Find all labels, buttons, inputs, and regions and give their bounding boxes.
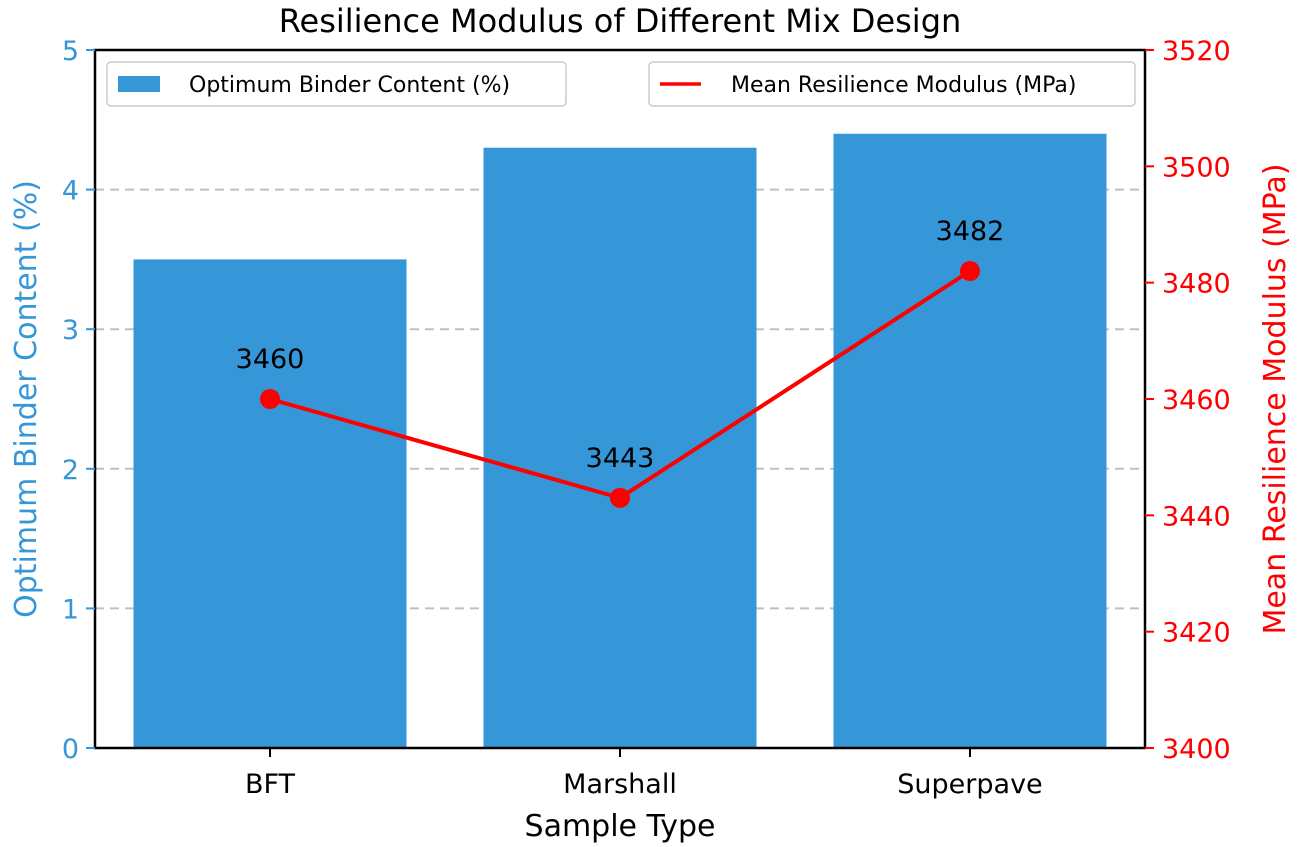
right-y-axis-label: Mean Resilience Modulus (MPa)	[1258, 163, 1293, 634]
bar-series	[133, 133, 1107, 749]
data-label: 3443	[586, 443, 655, 474]
bar-bft	[133, 259, 407, 748]
legend-box	[106, 61, 567, 107]
right-tick-label: 3420	[1162, 618, 1231, 649]
data-label: 3482	[936, 216, 1005, 247]
right-tick-label: 3520	[1162, 36, 1231, 67]
x-axis-label: Sample Type	[525, 809, 716, 844]
legend-bar-entry: Optimum Binder Content (%)	[106, 61, 567, 107]
left-tick-label: 1	[62, 594, 79, 625]
left-tick-label: 0	[62, 734, 79, 765]
right-tick-label: 3480	[1162, 269, 1231, 300]
x-tick-label: Superpave	[897, 769, 1042, 800]
x-tick-label: Marshall	[563, 769, 677, 800]
left-tick-label: 4	[62, 176, 79, 207]
left-tick-label: 2	[62, 455, 79, 486]
legend-box	[648, 61, 1136, 107]
line-series	[260, 261, 980, 508]
chart-title: Resilience Modulus of Different Mix Desi…	[279, 2, 962, 40]
left-tick-label: 3	[62, 315, 79, 346]
left-y-axis-label: Optimum Binder Content (%)	[9, 180, 44, 618]
left-tick-label: 5	[62, 36, 79, 67]
bar-marshall	[483, 147, 757, 749]
x-axis: BFT Marshall Superpave	[245, 748, 1043, 800]
legend-line-label: Mean Resilience Modulus (MPa)	[731, 73, 1076, 98]
legend-bar-swatch-icon	[118, 76, 160, 92]
legend-line-entry: Mean Resilience Modulus (MPa)	[648, 61, 1136, 107]
left-y-axis: 0 1 2 3 4 5	[62, 36, 95, 765]
bar-superpave	[833, 133, 1107, 748]
x-tick-label: BFT	[245, 769, 296, 800]
point-marker-icon	[960, 261, 980, 282]
legend-bar-label: Optimum Binder Content (%)	[189, 73, 510, 98]
right-tick-label: 3440	[1162, 501, 1231, 532]
right-tick-label: 3500	[1162, 152, 1231, 183]
right-tick-label: 3460	[1162, 385, 1231, 416]
right-y-axis: 3400 3420 3440 3460 3480 3500 3520	[1145, 36, 1231, 765]
data-labels: 3460 3443 3482	[236, 216, 1005, 474]
point-marker-icon	[610, 487, 630, 508]
point-marker-icon	[260, 389, 280, 409]
right-tick-label: 3400	[1162, 734, 1231, 765]
data-label: 3460	[236, 344, 305, 375]
